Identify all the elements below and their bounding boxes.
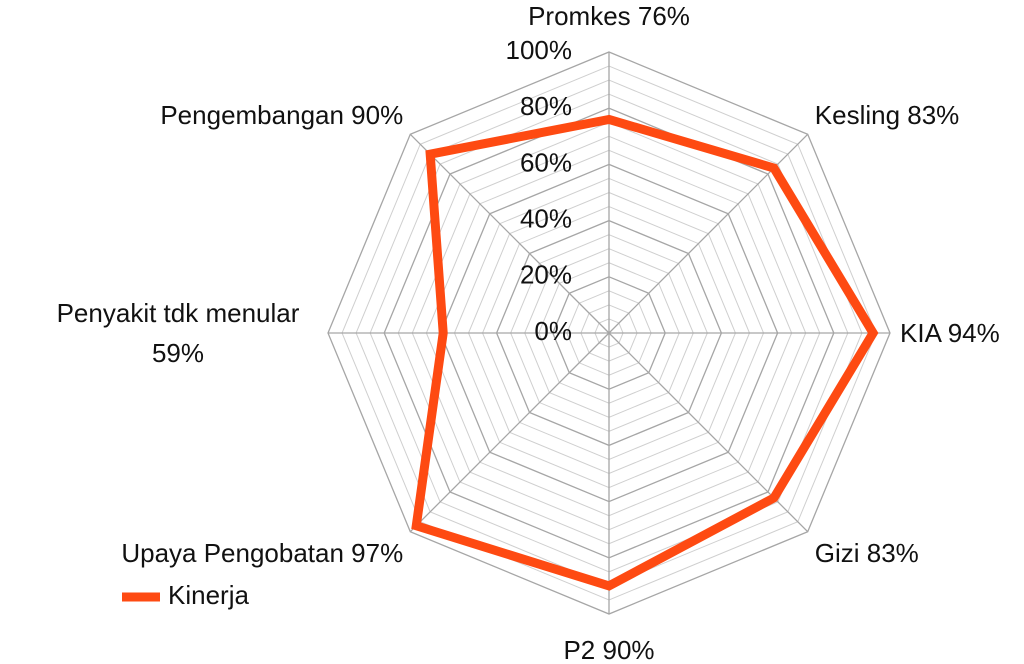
r-tick-label: 20% bbox=[520, 260, 572, 290]
category-label: KIA 94% bbox=[900, 318, 1000, 348]
category-label: Pengembangan 90% bbox=[160, 99, 404, 130]
spoke bbox=[608, 133, 809, 334]
legend-label: Kinerja bbox=[168, 580, 249, 610]
category-label: Gizi 83% bbox=[814, 538, 919, 568]
r-tick-label: 60% bbox=[520, 147, 572, 177]
r-tick-label: 100% bbox=[506, 35, 573, 65]
category-label: Kesling 83% bbox=[814, 99, 960, 130]
series-line bbox=[411, 114, 879, 591]
spoke bbox=[409, 332, 610, 533]
r-tick-label: 0% bbox=[534, 316, 572, 346]
spoke bbox=[608, 332, 809, 533]
category-label: Promkes 76% bbox=[528, 1, 690, 31]
category-label: P2 90% bbox=[563, 635, 655, 664]
r-tick-label: 40% bbox=[520, 203, 572, 233]
category-label: Upaya Pengobatan 97% bbox=[121, 538, 404, 568]
r-tick-label: 80% bbox=[520, 91, 572, 121]
category-label: Penyakit tdk menular 59% bbox=[56, 298, 300, 368]
spoke bbox=[409, 133, 610, 334]
